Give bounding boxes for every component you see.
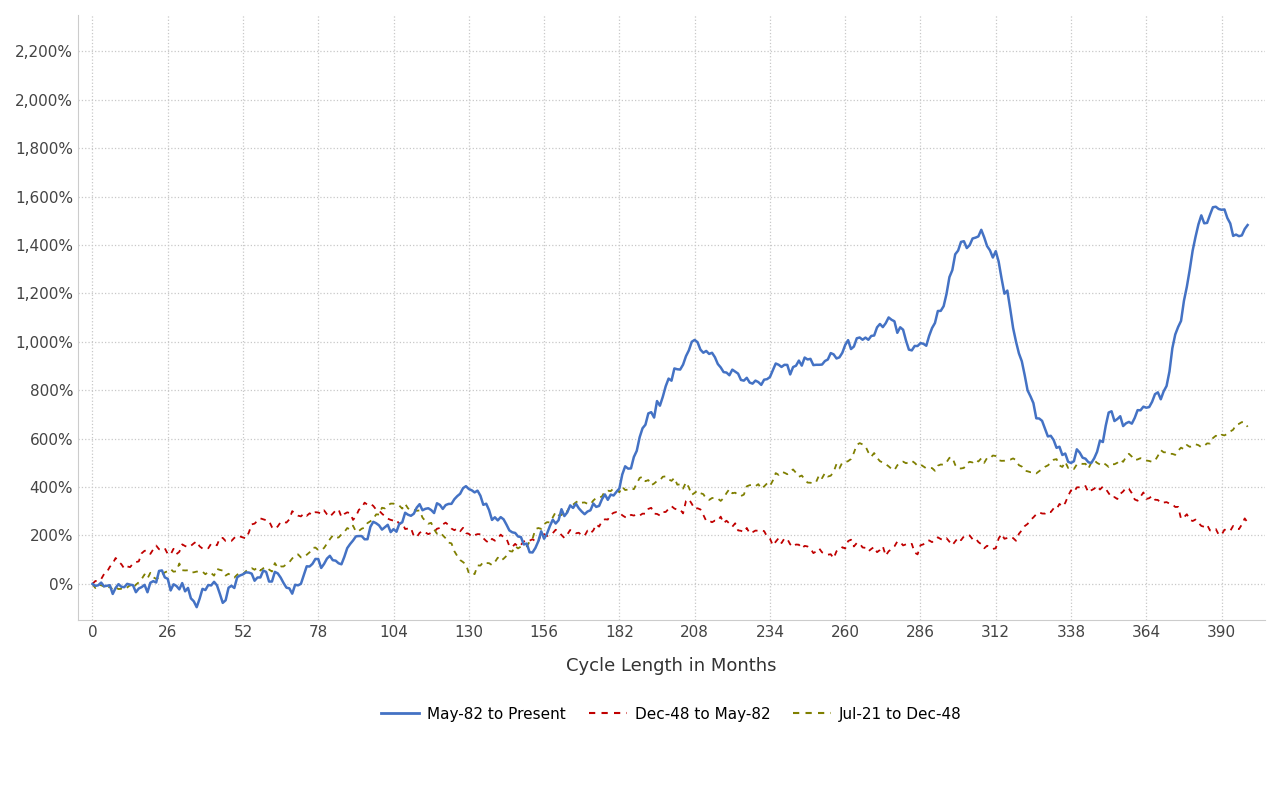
May-82 to Present bbox=[545, 515, 561, 525]
Jul-21 to Dec-48 bbox=[814, 474, 829, 483]
Dec-48 to May-82 bbox=[461, 529, 476, 538]
May-82 to Present bbox=[227, 583, 242, 593]
Dec-48 to May-82 bbox=[84, 579, 100, 589]
Jul-21 to Dec-48 bbox=[922, 463, 937, 473]
Jul-21 to Dec-48 bbox=[84, 579, 100, 589]
Line: Dec-48 to May-82: Dec-48 to May-82 bbox=[92, 486, 1248, 584]
Jul-21 to Dec-48 bbox=[105, 585, 120, 594]
May-82 to Present bbox=[814, 360, 829, 370]
Dec-48 to May-82 bbox=[1075, 481, 1091, 490]
May-82 to Present bbox=[84, 579, 100, 589]
Dec-48 to May-82 bbox=[543, 530, 558, 539]
Jul-21 to Dec-48 bbox=[927, 466, 942, 476]
Line: May-82 to Present: May-82 to Present bbox=[92, 206, 1248, 607]
Jul-21 to Dec-48 bbox=[465, 567, 480, 577]
X-axis label: Cycle Length in Months: Cycle Length in Months bbox=[566, 657, 777, 674]
May-82 to Present bbox=[1240, 220, 1256, 230]
Dec-48 to May-82 bbox=[919, 536, 934, 546]
Dec-48 to May-82 bbox=[1240, 518, 1256, 527]
Jul-21 to Dec-48 bbox=[545, 513, 561, 522]
Dec-48 to May-82 bbox=[924, 538, 940, 547]
May-82 to Present bbox=[922, 331, 937, 341]
May-82 to Present bbox=[465, 486, 480, 495]
May-82 to Present bbox=[1208, 202, 1224, 211]
Dec-48 to May-82 bbox=[224, 536, 239, 546]
Jul-21 to Dec-48 bbox=[1240, 422, 1256, 432]
Jul-21 to Dec-48 bbox=[227, 573, 242, 582]
Legend: May-82 to Present, Dec-48 to May-82, Jul-21 to Dec-48: May-82 to Present, Dec-48 to May-82, Jul… bbox=[375, 701, 968, 728]
May-82 to Present bbox=[927, 318, 942, 328]
May-82 to Present bbox=[189, 602, 205, 612]
Line: Jul-21 to Dec-48: Jul-21 to Dec-48 bbox=[92, 422, 1248, 590]
Dec-48 to May-82 bbox=[812, 544, 827, 554]
Jul-21 to Dec-48 bbox=[1234, 418, 1249, 427]
